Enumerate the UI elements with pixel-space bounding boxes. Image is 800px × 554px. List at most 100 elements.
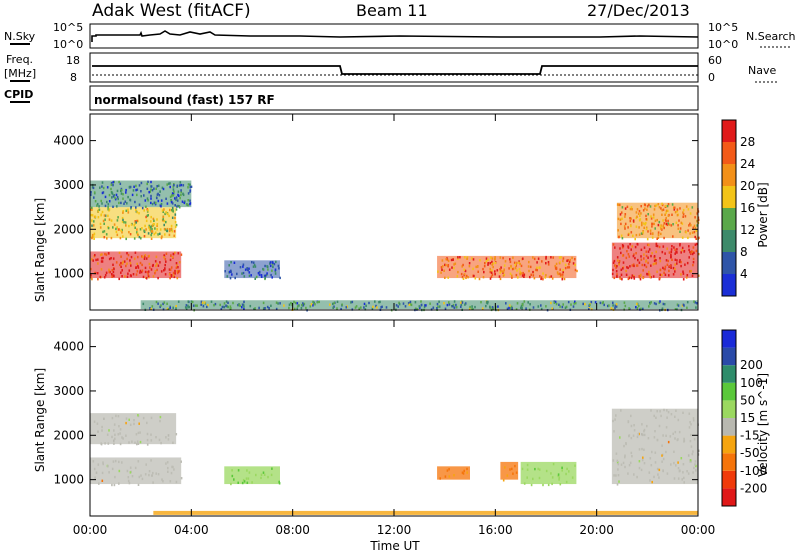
power-echo-cell [627,233,630,236]
power-echo-cell [170,227,173,231]
power-echo-cell [106,200,108,204]
power-echo-cell [173,190,175,193]
power-echo-cell [270,304,272,307]
power-echo-cell [248,267,250,270]
power-echo-cell [529,303,531,306]
power-echo-cell [667,214,670,217]
velocity-echo-cell [462,472,465,475]
power-echo-cell [177,190,180,193]
power-echo-cell [630,231,633,234]
power-echo-cell [94,215,96,218]
velocity-echo-cell [628,434,631,437]
power-echo-cell [670,264,672,267]
power-echo-cell [473,274,475,278]
power-echo-cell [647,230,649,233]
power-echo-cell [561,273,564,276]
power-echo-cell [637,212,640,215]
velocity-echo-cell [530,483,533,487]
power-echo-cell [511,276,513,279]
power-echo-cell [461,275,464,279]
power-echo-cell [537,305,540,308]
velocity-echo-cell [118,482,120,485]
power-echo-cell [117,216,119,219]
power-echo-cell [177,300,180,303]
velocity-colorbar-segment [722,382,736,401]
velocity-echo-cell [656,410,658,413]
velocity-echo-cell [162,480,164,483]
power-echo-cell [151,231,153,235]
velocity-echo-fill [90,457,182,485]
velocity-colorbar-label: Velocity [m s^-1] [756,373,770,477]
power-echo-cell [99,222,102,226]
power-echo-cell [110,219,113,222]
power-echo-cell [572,305,575,308]
power-echo-cell [268,307,270,310]
power-echo-cell [635,211,638,214]
power-echo-cell [168,214,170,218]
power-echo-cell [664,265,667,268]
velocity-colorbar-tick: 15 [740,411,755,425]
velocity-echo-cell [175,433,178,436]
power-echo-cell [686,301,689,304]
velocity-echo-cell [97,430,99,433]
power-echo-cell [638,233,641,236]
power-echo-region-7 [616,202,700,241]
power-echo-cell [174,204,176,207]
power-echo-cell [381,305,383,308]
power-echo-cell [113,223,116,226]
velocity-echo-cell [689,460,691,463]
power-echo-cell [429,302,431,305]
power-echo-cell [112,257,115,260]
power-echo-cell [241,306,243,309]
power-echo-cell [520,306,522,309]
velocity-echo-cell [633,473,635,476]
power-echo-cell [187,183,190,186]
power-echo-cell [563,277,566,281]
power-echo-cell [424,304,426,307]
power-echo-cell [167,182,170,185]
power-echo-cell [692,261,695,264]
power-echo-cell [494,270,496,273]
power-echo-cell [336,307,338,310]
power-echo-cell [487,263,489,266]
power-echo-cell [147,232,150,235]
velocity-echo-cell [463,469,465,473]
power-echo-cell [663,222,666,225]
velocity-echo-cell [122,437,124,440]
power-echo-region-2 [90,180,193,210]
power-echo-cell [499,256,502,259]
power-echo-cell [101,210,104,214]
power-echo-cell [298,304,300,307]
power-echo-cell [629,265,631,268]
velocity-echo-cell [678,470,681,473]
velocity-echo-cell [659,410,661,413]
power-echo-cell [671,213,673,216]
power-echo-cell [139,228,142,231]
power-echo-cell [351,300,354,304]
power-echo-cell [170,224,173,228]
power-echo-cell [630,224,632,228]
power-echo-cell [688,245,690,248]
power-echo-cell [670,266,672,269]
power-echo-cell [661,250,664,254]
power-echo-cell [631,245,634,248]
power-echo-cell [540,307,543,311]
velocity-echo-cell [102,461,104,464]
power-echo-cell [631,274,634,277]
power-echo-cell [661,213,663,216]
power-echo-cell [624,222,627,226]
velocity-echo-cell [638,466,641,470]
power-echo-cell [638,261,641,264]
velocity-echo-cell [504,466,506,469]
power-echo-cell [570,303,572,306]
power-echo-cell [152,224,154,227]
power-echo-cell [144,266,147,270]
velocity-echo-cell [127,479,130,483]
power-echo-cell [639,218,642,221]
velocity-echo-cell [135,433,138,436]
power-echo-cell [419,306,421,309]
power-echo-cell [479,259,481,262]
velocity-echo-cell [175,480,178,484]
power-echo-cell [621,237,624,240]
power-echo-cell [110,236,113,240]
